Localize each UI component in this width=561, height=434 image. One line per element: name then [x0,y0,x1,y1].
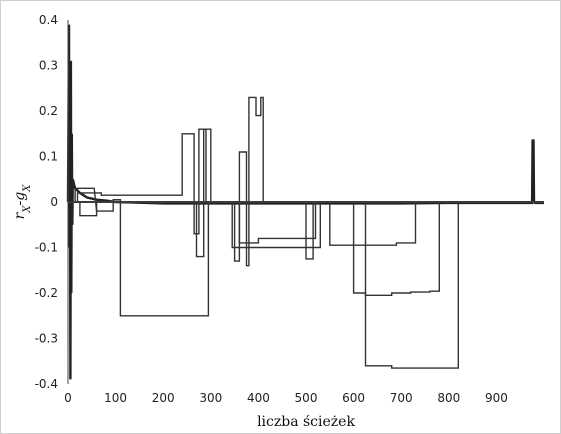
y-tick-label: 0 [50,195,58,209]
y-axis-label: rX-gX [12,184,33,220]
y-tick-label: -0.1 [35,241,58,255]
x-tick-label: 600 [342,391,365,405]
x-tick-labels: 0 100 200 300 400 500 600 700 800 900 [64,391,508,405]
x-tick-label: 0 [64,391,72,405]
y-tick-label: -0.3 [35,332,58,346]
x-tick-label: 900 [485,391,508,405]
series-line [68,201,544,369]
x-tick-label: 100 [104,391,127,405]
x-tick-label: 500 [295,391,318,405]
y-tick-label: 0.3 [39,59,58,73]
y-tick-labels: 0.4 0.3 0.2 0.1 0 -0.1 -0.2 -0.3 -0.4 [35,13,58,391]
x-tick-label: 300 [199,391,222,405]
x-axis-label: liczba ścieżek [257,414,355,430]
y-tick-label: -0.2 [35,286,58,300]
x-tick-label: 800 [437,391,460,405]
x-tick-label: 400 [247,391,270,405]
y-tick-label: 0.2 [39,104,58,118]
series-line [68,201,544,260]
y-tick-label: 0.1 [39,150,58,164]
series-line [68,201,544,296]
x-tick-label: 700 [390,391,413,405]
y-tick-label: -0.4 [35,377,58,391]
series-line [68,96,544,267]
series-line [68,201,544,246]
series-line [68,128,544,258]
series-line [68,201,544,244]
y-tick-label: 0.4 [39,13,58,27]
x-tick-label: 200 [152,391,175,405]
